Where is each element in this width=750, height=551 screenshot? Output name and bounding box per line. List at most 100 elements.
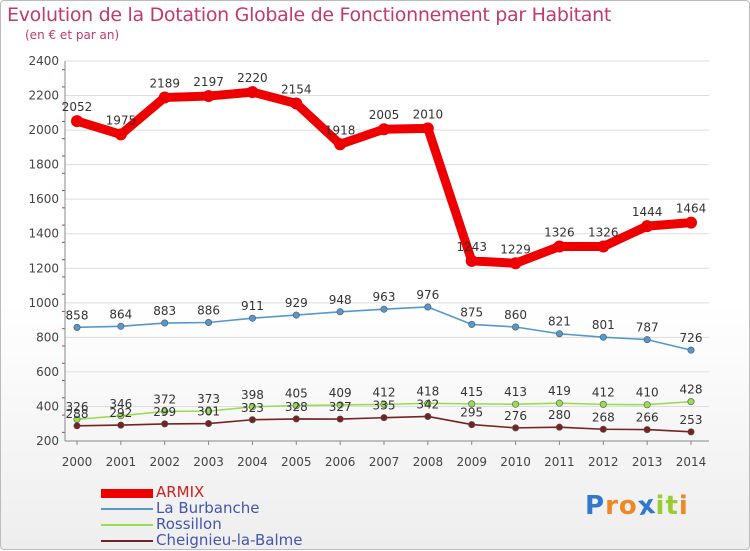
- y-tick-label: 200: [36, 434, 59, 448]
- x-tick-label: 2003: [193, 455, 224, 469]
- data-point: [512, 424, 520, 432]
- data-label: 413: [504, 385, 527, 399]
- data-label: 2052: [62, 100, 93, 114]
- data-label: 2010: [413, 107, 444, 121]
- data-point: [205, 319, 213, 327]
- data-point: [512, 323, 520, 331]
- x-tick-label: 2010: [500, 455, 531, 469]
- data-point: [205, 420, 213, 428]
- y-tick-label: 2000: [28, 123, 59, 137]
- legend-swatch: [101, 488, 153, 498]
- data-point: [117, 412, 125, 420]
- legend-swatch: [101, 540, 153, 542]
- data-point: [509, 257, 522, 270]
- logo-letter: P: [585, 491, 606, 521]
- x-tick-label: 2011: [544, 455, 575, 469]
- data-point: [468, 400, 476, 408]
- data-label: 292: [109, 406, 132, 420]
- data-label: 301: [197, 405, 220, 419]
- data-point: [599, 333, 607, 341]
- y-tick-label: 1000: [28, 296, 59, 310]
- data-point: [380, 400, 388, 408]
- data-label: 821: [548, 315, 571, 329]
- y-tick-label: 2400: [28, 54, 59, 68]
- y-tick-label: 1600: [28, 192, 59, 206]
- data-label: 342: [416, 397, 439, 411]
- data-label: 323: [241, 401, 264, 415]
- y-tick-label: 1200: [28, 261, 59, 275]
- data-label: 412: [373, 385, 396, 399]
- legend-label: Rossillon: [156, 515, 222, 533]
- data-point: [597, 240, 610, 253]
- data-label: 372: [153, 392, 176, 406]
- data-point: [161, 420, 169, 428]
- data-label: 883: [153, 304, 176, 318]
- logo-letter: x: [635, 489, 658, 523]
- data-label: 335: [373, 399, 396, 413]
- data-label: 409: [329, 386, 352, 400]
- data-point: [246, 86, 259, 99]
- y-tick-label: 1400: [28, 227, 59, 241]
- data-label: 405: [285, 387, 308, 401]
- data-label: 373: [197, 392, 220, 406]
- data-label: 875: [460, 305, 483, 319]
- y-tick-label: 600: [36, 365, 59, 379]
- x-tick-label: 2013: [632, 455, 663, 469]
- data-label: 963: [373, 290, 396, 304]
- data-point: [424, 399, 432, 407]
- legend-label: La Burbanche: [156, 499, 260, 517]
- logo-letter: r: [605, 491, 619, 521]
- data-point: [161, 407, 169, 415]
- data-label: 1464: [676, 202, 707, 216]
- data-label: 2189: [149, 76, 180, 90]
- data-label: 2220: [237, 71, 268, 85]
- data-point: [290, 97, 303, 110]
- data-label: 253: [680, 413, 703, 427]
- data-point: [599, 425, 607, 433]
- chart-title: Evolution de la Dotation Globale de Fonc…: [7, 4, 612, 26]
- data-point: [248, 416, 256, 424]
- data-point: [643, 426, 651, 434]
- data-point: [202, 90, 215, 103]
- legend-label: Cheignieu-la-Balme: [156, 531, 303, 549]
- data-label: 864: [109, 307, 132, 321]
- chart-subtitle: (en € et par an): [25, 28, 120, 42]
- data-point: [555, 399, 563, 407]
- data-point: [380, 305, 388, 313]
- data-point: [468, 421, 476, 429]
- data-point: [421, 122, 434, 135]
- data-label: 276: [504, 409, 527, 423]
- data-label: 280: [548, 408, 571, 422]
- data-label: 2005: [369, 108, 400, 122]
- data-label: 787: [636, 321, 659, 335]
- data-label: 1918: [325, 123, 356, 137]
- data-point: [641, 220, 654, 233]
- data-label: 415: [460, 385, 483, 399]
- data-point: [336, 415, 344, 423]
- data-label: 299: [153, 405, 176, 419]
- data-point: [685, 216, 697, 229]
- data-point: [114, 128, 127, 141]
- data-label: 398: [241, 388, 264, 402]
- data-label: 327: [329, 400, 352, 414]
- data-label: 2154: [281, 82, 312, 96]
- data-label: 419: [548, 384, 571, 398]
- x-tick-label: 2000: [62, 455, 93, 469]
- legend-swatch: [101, 508, 153, 510]
- data-point: [378, 123, 390, 136]
- data-point: [73, 422, 81, 430]
- data-label: 976: [416, 288, 439, 302]
- data-label: 886: [197, 304, 220, 318]
- data-point: [205, 407, 213, 415]
- data-label: 428: [680, 383, 703, 397]
- data-label: 1326: [588, 226, 619, 240]
- data-label: 288: [66, 407, 89, 421]
- data-label: 295: [460, 406, 483, 420]
- data-point: [643, 336, 651, 344]
- x-tick-label: 2007: [369, 455, 400, 469]
- data-point: [424, 303, 432, 311]
- data-point: [336, 401, 344, 409]
- legend-label: ARMIX: [156, 483, 205, 501]
- data-point: [380, 414, 388, 422]
